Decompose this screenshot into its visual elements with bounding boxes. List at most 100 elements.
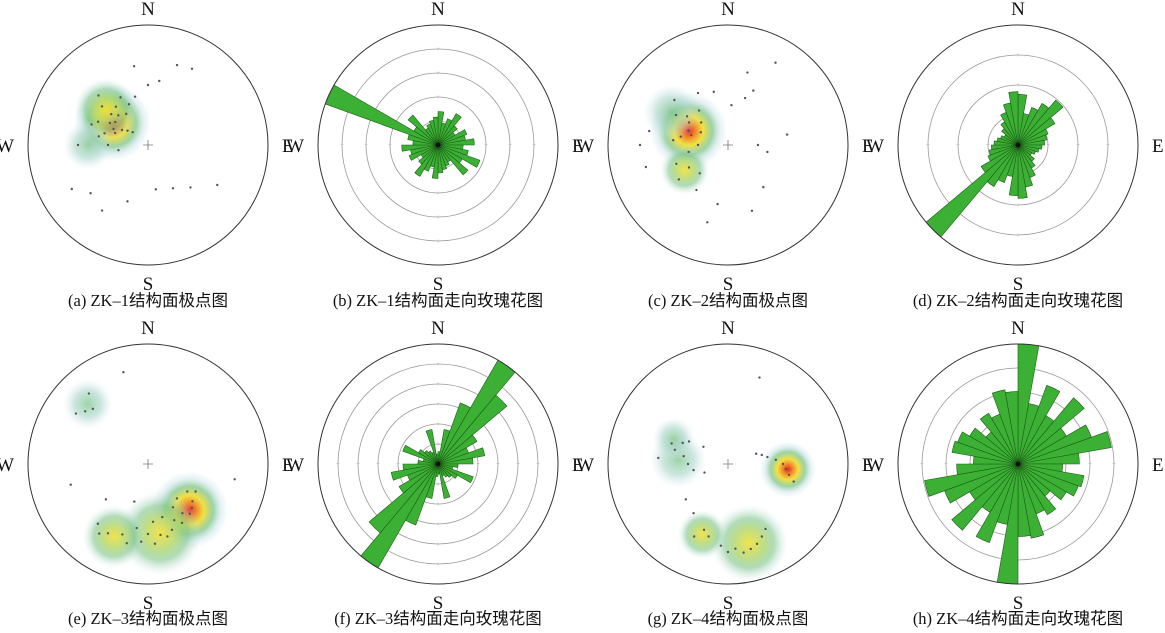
pole-point	[140, 540, 143, 543]
pole-point	[774, 61, 777, 64]
rose-ring-tick: +	[436, 422, 440, 428]
net-circle	[317, 24, 559, 266]
pole-point	[670, 442, 673, 445]
pole-point	[690, 133, 693, 137]
panel-e: N S E W (e) ZK–3结构面极点图	[0, 318, 294, 628]
rose-ring-tick: +	[1076, 143, 1080, 149]
pole-point	[189, 186, 192, 189]
density-hotspot	[660, 145, 710, 195]
pole-point	[190, 506, 194, 510]
rose-petal	[1017, 117, 1056, 146]
pole-point	[127, 103, 131, 106]
rose-petal	[437, 113, 462, 146]
rose-petal	[437, 463, 458, 479]
pole-point	[687, 121, 691, 124]
rose-ring-tick: +	[956, 143, 960, 149]
rose-petal	[1008, 91, 1019, 146]
center-cross	[143, 459, 153, 469]
rose-petal	[1017, 99, 1064, 146]
rose-ring-tick: +	[986, 143, 990, 149]
net-circle	[27, 24, 269, 266]
rose-ring-tick: +	[532, 143, 536, 149]
rose-petal	[991, 389, 1019, 465]
rose-petal	[1017, 431, 1112, 465]
rose-ring-tick: +	[1016, 53, 1020, 59]
rose-center	[1015, 461, 1021, 467]
rose-ring-tick: +	[436, 502, 440, 508]
pole-point	[132, 65, 136, 68]
pole-point	[106, 143, 110, 147]
pole-point	[175, 497, 179, 500]
rose-ring	[397, 423, 479, 505]
rose-ring-tick: +	[436, 542, 440, 548]
panel-caption: (g) ZK–4结构面极点图	[648, 609, 809, 628]
rose-petal	[418, 449, 439, 465]
net-circle	[27, 343, 269, 585]
pole-point	[696, 143, 700, 147]
pole-point	[171, 506, 175, 509]
pole-point	[755, 542, 759, 546]
rose-ring-tick: +	[1088, 462, 1092, 468]
rose-petal	[1017, 140, 1045, 146]
rose-petal	[951, 463, 1019, 531]
rose-petal	[924, 463, 1019, 497]
pole-point	[104, 498, 108, 501]
pole-point	[100, 105, 104, 108]
rose-petal	[437, 144, 481, 168]
panel-c: N S E W (c) ZK–2结构面极点图	[576, 0, 874, 310]
rose-ring-tick: +	[436, 442, 440, 448]
pole-point	[97, 135, 100, 138]
compass-east-label: E	[1152, 455, 1164, 476]
pole-point	[679, 135, 682, 138]
rose-ring	[957, 84, 1079, 206]
rose-petal	[437, 447, 486, 465]
compass-north-label: N	[431, 0, 445, 20]
pole-point	[749, 547, 752, 551]
pole-point	[69, 483, 72, 486]
compass-west-label: W	[866, 136, 884, 157]
pole-point	[785, 133, 789, 136]
pole-point	[746, 71, 749, 74]
pole-point	[181, 511, 184, 515]
pole-point	[170, 528, 174, 531]
density-layer	[650, 417, 816, 582]
compass-south-label: S	[1013, 593, 1024, 614]
compass-north-label: N	[141, 0, 155, 20]
rose-ring-tick: +	[484, 143, 488, 149]
pole-point	[158, 79, 161, 83]
rose-petal	[956, 463, 1019, 476]
compass-west-label: W	[0, 136, 14, 157]
pole-point	[117, 149, 120, 152]
pole-point	[175, 63, 179, 67]
compass-south-label: S	[433, 593, 444, 614]
pole-point	[191, 500, 194, 503]
rose-ring	[377, 403, 499, 525]
pole-point	[114, 120, 117, 124]
pole-point	[180, 521, 184, 525]
panel-caption: (b) ZK–1结构面走向玫瑰花图	[333, 291, 543, 310]
pole-point	[698, 172, 701, 175]
pole-point	[114, 105, 118, 108]
pole-point	[692, 511, 695, 515]
rose-petal	[437, 125, 458, 146]
rose-petal	[432, 116, 439, 146]
density-hotspot	[759, 441, 816, 498]
pole-point	[675, 162, 678, 166]
net-circle	[317, 343, 559, 585]
density-layer	[63, 78, 151, 170]
pole-point	[135, 526, 138, 530]
rose-center	[1015, 142, 1021, 148]
pole-point	[131, 130, 134, 134]
rose-petal	[437, 463, 449, 478]
pole-point	[681, 441, 684, 445]
pole-point	[146, 83, 150, 87]
rose-petal	[424, 450, 439, 465]
pole-point	[96, 522, 100, 525]
rose-ring-tick: +	[1046, 143, 1050, 149]
pole-point	[98, 532, 101, 535]
density-hotspot	[677, 509, 727, 559]
net-circle	[607, 24, 849, 266]
pole-point	[122, 371, 125, 374]
